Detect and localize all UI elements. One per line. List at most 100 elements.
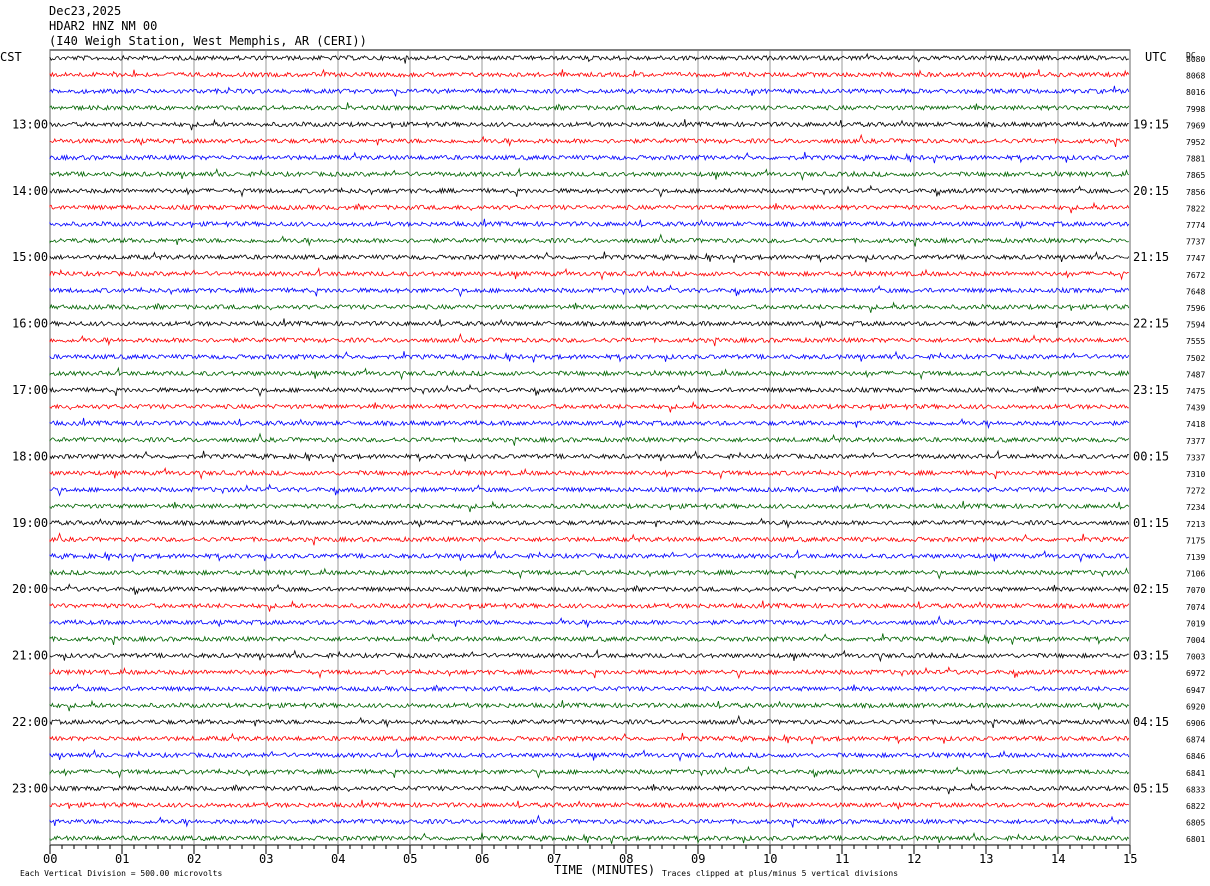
dc-offset-label: 7596 bbox=[1186, 304, 1205, 313]
seismic-trace bbox=[49, 449, 1129, 463]
x-tick-label: 03 bbox=[259, 852, 273, 866]
dc-offset-label: 6846 bbox=[1186, 752, 1205, 761]
seismic-trace bbox=[49, 184, 1130, 198]
seismic-trace bbox=[49, 467, 1129, 480]
utc-hour-label: 00:15 bbox=[1133, 449, 1169, 463]
seismic-trace bbox=[49, 765, 1130, 779]
dc-offset-label: 7672 bbox=[1186, 271, 1205, 280]
dc-offset-label: 7310 bbox=[1186, 470, 1205, 479]
dc-offset-label: 7475 bbox=[1186, 387, 1205, 396]
dc-offset-label: 7822 bbox=[1186, 204, 1205, 213]
x-tick-label: 04 bbox=[331, 852, 345, 866]
seismic-trace bbox=[49, 832, 1130, 845]
seismic-trace bbox=[49, 167, 1130, 182]
dc-offset-label: 7865 bbox=[1186, 171, 1205, 180]
dc-offset-label: 6805 bbox=[1186, 819, 1205, 828]
utc-hour-label: 21:15 bbox=[1133, 250, 1169, 264]
header-station: HDAR2 HNZ NM 00 bbox=[49, 19, 158, 33]
dc-offset-label: 6833 bbox=[1186, 785, 1205, 794]
seismic-trace bbox=[49, 318, 1130, 329]
seismic-trace bbox=[49, 383, 1130, 397]
dc-offset-label: 8016 bbox=[1186, 88, 1205, 97]
utc-hour-label: 04:15 bbox=[1133, 715, 1169, 729]
utc-hour-label: 19:15 bbox=[1133, 117, 1169, 131]
dc-offset-label: 8080 bbox=[1186, 55, 1205, 64]
clip-note: Traces clipped at plus/minus 5 vertical … bbox=[662, 869, 898, 878]
dc-offset-label: 7998 bbox=[1186, 105, 1205, 114]
seismic-trace bbox=[49, 699, 1130, 712]
seismic-trace bbox=[49, 532, 1129, 546]
dc-offset-label: 7175 bbox=[1186, 536, 1205, 545]
cst-hour-label: 20:00 bbox=[12, 582, 48, 596]
seismic-trace bbox=[49, 400, 1129, 413]
cst-hour-label: 18:00 bbox=[12, 449, 48, 463]
x-tick-label: 12 bbox=[907, 852, 921, 866]
seismic-trace bbox=[49, 133, 1130, 148]
seismic-trace bbox=[49, 782, 1129, 795]
cst-hour-label: 16:00 bbox=[12, 317, 48, 331]
dc-offset-label: 6906 bbox=[1186, 719, 1205, 728]
seismic-trace bbox=[49, 683, 1130, 693]
x-tick-label: 15 bbox=[1123, 852, 1137, 866]
dc-offset-label: 7004 bbox=[1186, 636, 1205, 645]
dc-offset-label: 7555 bbox=[1186, 337, 1205, 346]
dc-offset-label: 7487 bbox=[1186, 370, 1205, 379]
dc-offset-label: 6874 bbox=[1186, 736, 1205, 745]
dc-offset-label: 7272 bbox=[1186, 487, 1205, 496]
cst-hour-label: 19:00 bbox=[12, 516, 48, 530]
cst-hour-label: 14:00 bbox=[12, 184, 48, 198]
seismic-traces bbox=[49, 52, 1130, 845]
cst-hour-label: 13:00 bbox=[12, 117, 48, 131]
x-tick-label: 09 bbox=[691, 852, 705, 866]
seismic-trace bbox=[49, 666, 1129, 680]
x-tick-label: 06 bbox=[475, 852, 489, 866]
dc-offset-label: 7856 bbox=[1186, 188, 1205, 197]
utc-hour-label: 22:15 bbox=[1133, 317, 1169, 331]
seismic-trace bbox=[49, 102, 1130, 112]
header-date: Dec23,2025 bbox=[49, 4, 122, 18]
dc-offset-label: 7213 bbox=[1186, 520, 1205, 529]
plot-frame bbox=[49, 49, 1131, 846]
dc-offset-label: 7074 bbox=[1186, 603, 1205, 612]
seismic-trace bbox=[49, 68, 1130, 79]
dc-offset-label: 8068 bbox=[1186, 72, 1205, 81]
seismic-trace bbox=[49, 432, 1130, 446]
cst-hour-label: 17:00 bbox=[12, 383, 48, 397]
dc-offset-label: 6841 bbox=[1186, 769, 1205, 778]
seismic-trace bbox=[49, 266, 1129, 281]
seismic-trace bbox=[49, 748, 1130, 763]
seismic-trace bbox=[49, 85, 1130, 97]
dc-offset-label: 7418 bbox=[1186, 420, 1205, 429]
x-tick-label: 02 bbox=[187, 852, 201, 866]
dc-offset-label: 7648 bbox=[1186, 287, 1205, 296]
seismic-trace bbox=[49, 366, 1130, 381]
seismic-trace bbox=[49, 251, 1130, 264]
x-tick-label: 08 bbox=[619, 852, 633, 866]
x-tick-label: 00 bbox=[43, 852, 57, 866]
cst-hour-label: 21:00 bbox=[12, 649, 48, 663]
seismic-trace bbox=[49, 233, 1129, 247]
seismic-trace bbox=[49, 332, 1130, 347]
seismic-trace bbox=[49, 615, 1129, 629]
seismic-trace bbox=[49, 301, 1130, 313]
utc-hour-label: 02:15 bbox=[1133, 582, 1169, 596]
seismic-trace bbox=[49, 517, 1130, 529]
dc-offset-label: 6920 bbox=[1186, 702, 1205, 711]
x-tick-label: 11 bbox=[835, 852, 849, 866]
dc-offset-label: 7594 bbox=[1186, 321, 1205, 330]
seismic-trace bbox=[49, 201, 1130, 214]
seismic-trace bbox=[49, 583, 1129, 595]
utc-hour-label: 23:15 bbox=[1133, 383, 1169, 397]
dc-offset-label: 7234 bbox=[1186, 503, 1205, 512]
seismic-trace bbox=[49, 600, 1130, 612]
header-location: (I40 Weigh Station, West Memphis, AR (CE… bbox=[49, 34, 367, 48]
seismic-trace bbox=[49, 218, 1130, 229]
x-axis-title: TIME (MINUTES) bbox=[554, 863, 655, 877]
x-tick-label: 07 bbox=[547, 852, 561, 866]
seismic-trace bbox=[49, 350, 1130, 363]
dc-offset-label: 7502 bbox=[1186, 354, 1205, 363]
dc-offset-label: 7377 bbox=[1186, 437, 1205, 446]
seismic-trace bbox=[49, 417, 1130, 430]
utc-hour-label: 01:15 bbox=[1133, 516, 1169, 530]
